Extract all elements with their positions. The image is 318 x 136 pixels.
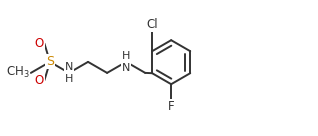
Text: O: O xyxy=(34,74,44,87)
Text: S: S xyxy=(46,55,54,68)
Text: H
N: H N xyxy=(122,51,130,73)
Text: O: O xyxy=(34,37,44,50)
Text: CH$_3$: CH$_3$ xyxy=(6,65,29,80)
Text: N
H: N H xyxy=(65,62,73,84)
Text: F: F xyxy=(168,100,175,113)
Text: Cl: Cl xyxy=(146,18,158,31)
